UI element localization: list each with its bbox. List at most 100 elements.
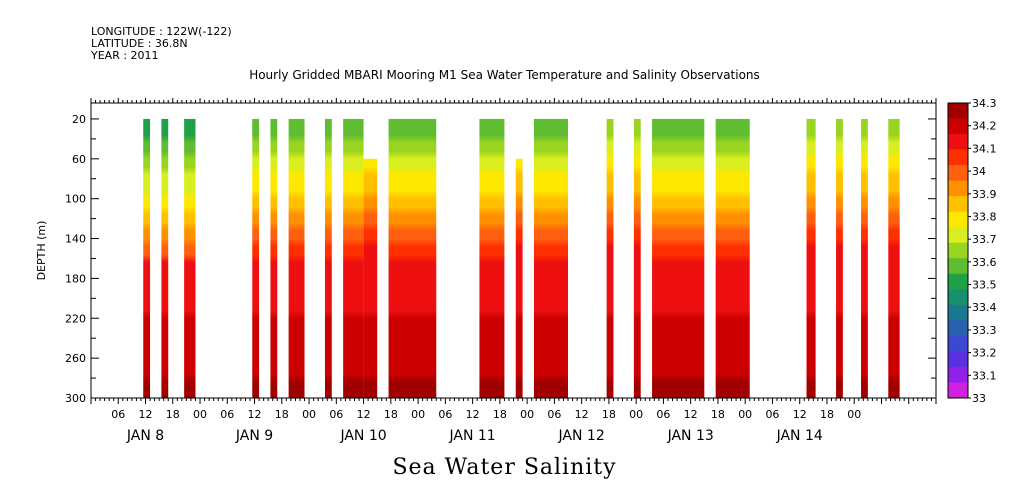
data-block [143,118,151,398]
colorbar-label: 33.8 [972,210,997,223]
data-block [515,158,523,398]
colorbar-swatch [948,382,968,399]
colorbar-label: 34.3 [972,97,997,110]
x-day-label: JAN 12 [558,428,605,444]
data-block [652,118,705,398]
x-tick-label: 12 [357,408,371,421]
x-tick-label: 12 [793,408,807,421]
colorbar-swatch [948,258,968,275]
colorbar-swatch [948,118,968,135]
plot-frame [90,102,937,399]
data-block [888,118,900,398]
colorbar-label: 33.2 [972,347,997,360]
colorbar-swatch [948,289,968,306]
x-tick-label: 18 [602,408,616,421]
colorbar-label: 33.4 [972,301,997,314]
year-label: YEAR : 2011 [91,49,159,62]
data-block [388,118,437,398]
colorbar-label: 33 [972,392,986,405]
x-tick-label: 06 [656,408,670,421]
colorbar-swatch [948,304,968,321]
colorbar-label: 33.9 [972,188,997,201]
x-tick-label: 18 [820,408,834,421]
data-block [533,118,569,398]
x-tick-label: 12 [248,408,262,421]
colorbar-label: 33.1 [972,369,997,382]
data-block [806,118,816,398]
data-block [270,118,278,398]
x-tick-label: 18 [493,408,507,421]
longitude-label: LONGITUDE : 122W(-122) [91,25,232,38]
x-tick-label: 12 [684,408,698,421]
x-tick-label: 00 [629,408,643,421]
colorbar-swatch [948,351,968,368]
x-tick-label: 00 [738,408,752,421]
colorbar-label: 33.3 [972,324,997,337]
data-block [288,118,305,398]
data-block [324,118,332,398]
colorbar-swatch [948,366,968,383]
y-tick-label: 140 [65,233,86,246]
x-tick-label: 06 [438,408,452,421]
colorbar-label: 33.5 [972,279,997,292]
colorbar-label: 33.6 [972,256,997,269]
x-tick-label: 18 [166,408,180,421]
y-tick-label: 220 [65,312,86,325]
data-block [836,118,843,398]
colorbar-label: 33.7 [972,233,997,246]
data-block [606,118,614,398]
latitude-label: LATITUDE : 36.8N [91,37,188,50]
data-block [861,118,868,398]
x-tick-label: 00 [302,408,316,421]
colorbar-swatch [948,320,968,337]
colorbar-swatch [948,180,968,197]
x-tick-label: 18 [384,408,398,421]
chart-title: Hourly Gridded MBARI Mooring M1 Sea Wate… [249,68,760,82]
x-tick-label: 12 [139,408,153,421]
x-tick-label: 00 [411,408,425,421]
colorbar-swatch [948,149,968,166]
colorbar-label: 34.1 [972,142,997,155]
colorbar-label: 34 [972,165,986,178]
x-tick-label: 00 [520,408,534,421]
x-tick-label: 06 [765,408,779,421]
x-tick-label: 06 [329,408,343,421]
colorbar-swatch [948,335,968,352]
x-tick-label: 00 [847,408,861,421]
colorbar-swatch [948,196,968,213]
y-tick-label: 20 [72,113,86,126]
x-tick-label: 06 [220,408,234,421]
y-tick-label: 300 [65,392,86,405]
x-day-label: JAN 14 [776,428,823,444]
x-day-label: JAN 13 [667,428,714,444]
x-tick-label: 18 [275,408,289,421]
x-day-label: JAN 8 [126,428,164,444]
colorbar-frame [947,102,969,399]
colorbar-swatch [948,134,968,151]
data-block [161,118,169,398]
colorbar-label: 34.2 [972,120,997,133]
data-block [633,118,641,398]
y-tick-label: 60 [72,153,86,166]
x-tick-label: 06 [547,408,561,421]
colorbar-swatch [948,103,968,120]
x-tick-label: 00 [193,408,207,421]
x-tick-label: 06 [111,408,125,421]
data-block [343,118,364,398]
colorbar-swatch [948,227,968,244]
x-day-label: JAN 10 [339,428,386,444]
data-block [715,118,750,398]
y-tick-label: 100 [65,193,86,206]
colorbar-swatch [948,273,968,290]
colorbar-swatch [948,242,968,259]
data-block [479,118,505,398]
data-block [363,158,378,398]
colorbar-swatch [948,211,968,228]
x-tick-label: 12 [466,408,480,421]
bottom-title: Sea Water Salinity [392,455,617,480]
data-block [184,118,196,398]
x-day-label: JAN 11 [449,428,496,444]
x-tick-label: 18 [711,408,725,421]
y-axis-label: DEPTH (m) [35,221,48,281]
x-tick-label: 12 [575,408,589,421]
